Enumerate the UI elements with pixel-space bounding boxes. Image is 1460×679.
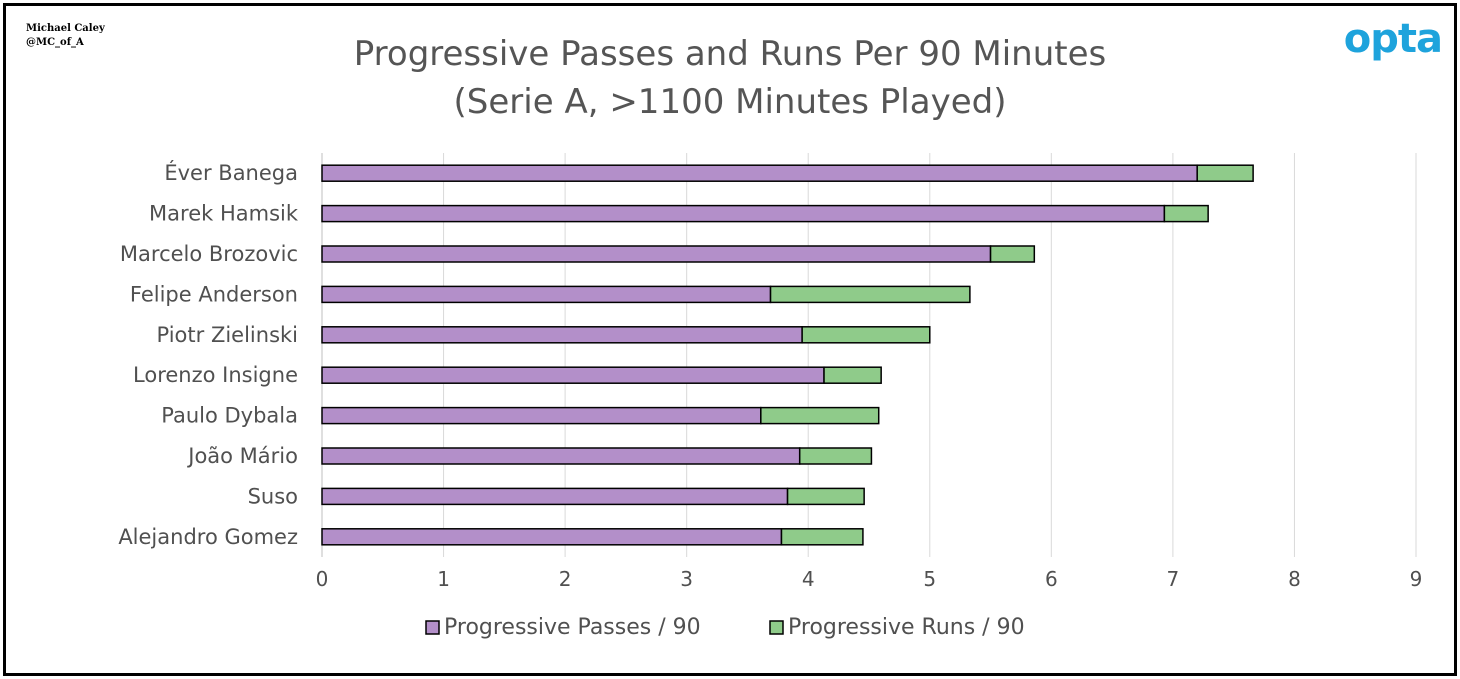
bar-runs [780, 528, 864, 546]
category-label: João Mário [186, 444, 298, 468]
category-label: Lorenzo Insigne [133, 363, 298, 387]
x-tick-label: 9 [1410, 567, 1423, 591]
bar-passes [321, 326, 803, 344]
chart-titles: Progressive Passes and Runs Per 90 Minut… [0, 30, 1460, 126]
bar-passes [321, 245, 992, 263]
category-label: Alejandro Gomez [118, 525, 298, 549]
bar-passes [321, 204, 1166, 223]
bar-runs [786, 487, 865, 506]
bar-runs [1163, 204, 1209, 223]
bar-runs [769, 285, 971, 304]
legend-label: Progressive Runs / 90 [788, 615, 1025, 640]
bar-runs [801, 326, 931, 344]
category-label: Marcelo Brozovic [120, 242, 298, 266]
legend-swatch [425, 620, 440, 635]
bar-runs [760, 406, 880, 425]
chart-subtitle: (Serie A, >1100 Minutes Played) [453, 82, 1007, 122]
bar-passes [321, 487, 789, 506]
category-label: Éver Banega [164, 160, 298, 185]
category-label: Felipe Anderson [130, 282, 298, 306]
x-tick-label: 7 [1167, 567, 1180, 591]
legend-swatch [769, 620, 784, 635]
x-tick-label: 6 [1045, 567, 1058, 591]
category-label: Paulo Dybala [161, 404, 298, 428]
bar-runs [1196, 164, 1254, 182]
x-tick-label: 0 [316, 567, 329, 591]
bar-passes [321, 285, 772, 304]
author-handle: @MC_of_A [26, 37, 84, 48]
opta-logo: opta [1343, 16, 1443, 62]
bar-passes [321, 447, 801, 465]
category-label: Marek Hamsik [149, 202, 299, 226]
bar-passes [321, 406, 762, 425]
category-label: Piotr Zielinski [157, 323, 298, 347]
x-tick-label: 8 [1288, 567, 1301, 591]
x-tick-label: 4 [802, 567, 815, 591]
x-tick-label: 1 [437, 567, 450, 591]
x-tick-label: 3 [680, 567, 693, 591]
x-tick-label: 2 [559, 567, 572, 591]
legend-label: Progressive Passes / 90 [444, 615, 701, 640]
bar-runs [989, 245, 1036, 263]
author-credit: Michael Caley @MC_of_A [26, 22, 105, 50]
x-tick-label: 5 [923, 567, 936, 591]
bar-passes [321, 366, 825, 384]
bar-runs [823, 366, 882, 384]
bar-passes [321, 528, 783, 546]
category-label: Suso [248, 484, 298, 508]
chart-title: Progressive Passes and Runs Per 90 Minut… [353, 34, 1107, 74]
bar-passes [321, 164, 1198, 182]
author-name: Michael Caley [26, 23, 105, 34]
bar-runs [798, 447, 873, 465]
